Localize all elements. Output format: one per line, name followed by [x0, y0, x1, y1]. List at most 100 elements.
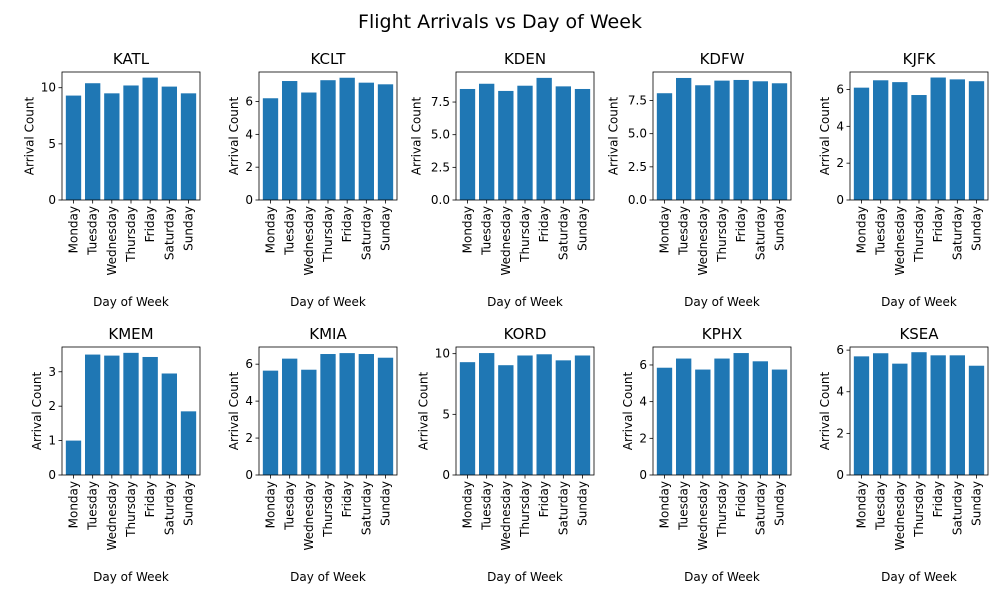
x-tick-label: Wednesday	[302, 481, 316, 550]
axes-frame	[652, 346, 792, 476]
axes-frame	[258, 346, 398, 476]
x-tick-label: Monday	[855, 481, 869, 528]
bar-thursday	[714, 80, 730, 200]
bar-sunday	[180, 411, 197, 475]
y-tick-label: 4	[836, 119, 844, 133]
y-tick-label: 2	[836, 426, 844, 440]
y-tick-label: 0	[245, 193, 253, 207]
x-tick-label: Thursday	[518, 481, 532, 538]
y-tick-label: 0.0	[431, 193, 450, 207]
bar-sunday	[377, 357, 394, 475]
bar-monday	[262, 370, 279, 475]
y-tick-label: 4	[245, 394, 253, 408]
x-tick-label: Friday	[537, 481, 551, 517]
subplot-title: KATL	[113, 50, 150, 68]
y-axis-label: Arrival Count	[30, 371, 44, 450]
x-tick-label: Friday	[537, 206, 551, 242]
subplot-title: KSEA	[899, 325, 939, 343]
y-tick-label: 7.5	[628, 94, 647, 108]
x-tick-label: Tuesday	[480, 206, 494, 256]
x-tick-label: Friday	[931, 206, 945, 242]
bar-thursday	[320, 354, 336, 475]
x-tick-label: Thursday	[124, 206, 138, 263]
bar-friday	[930, 355, 946, 475]
x-tick-label: Wednesday	[105, 481, 119, 550]
bar-tuesday	[85, 354, 101, 475]
x-tick-label: Tuesday	[283, 206, 297, 256]
y-tick-label: 6	[245, 95, 253, 109]
subplot-title: KJFK	[903, 50, 937, 68]
y-tick-label: 2	[48, 399, 56, 413]
bar-sunday	[574, 355, 591, 475]
x-tick-label: Wednesday	[105, 206, 119, 275]
x-tick-label: Saturday	[359, 206, 373, 260]
y-tick-label: 0	[245, 468, 253, 482]
bar-friday	[339, 77, 355, 200]
y-tick-label: 4	[836, 385, 844, 399]
subplot-kord: KORD Monday Tuesday Wednesday Thursday Friday…	[417, 325, 595, 584]
y-tick-label: 10	[435, 347, 450, 361]
x-tick-label: Thursday	[912, 206, 926, 263]
bar-saturday	[949, 79, 965, 200]
axes-frame	[61, 71, 201, 201]
subplot-kjfk: KJFK Monday Tuesday Wednesday Thursday Friday…	[818, 50, 989, 309]
x-tick-label: Sunday	[576, 206, 590, 251]
x-tick-label: Saturday	[950, 206, 964, 260]
x-tick-label: Wednesday	[696, 481, 710, 550]
bar-saturday	[752, 361, 768, 475]
x-tick-label: Sunday	[379, 206, 393, 251]
bar-thursday	[714, 358, 730, 475]
x-tick-label: Sunday	[379, 481, 393, 526]
y-tick-label: 2.5	[628, 160, 647, 174]
x-tick-label: Monday	[461, 481, 475, 528]
bar-thursday	[517, 355, 533, 475]
bar-wednesday	[695, 85, 711, 200]
x-tick-label: Monday	[855, 206, 869, 253]
bar-sunday	[574, 88, 591, 200]
subplot-katl: KATL Monday Tuesday Wednesday Thursday Friday…	[23, 50, 201, 309]
bar-sunday	[771, 369, 788, 475]
x-tick-label: Sunday	[576, 481, 590, 526]
x-tick-label: Saturday	[162, 481, 176, 535]
x-tick-label: Sunday	[182, 206, 196, 251]
bar-tuesday	[873, 353, 889, 475]
x-tick-label: Saturday	[162, 206, 176, 260]
y-tick-label: 0	[639, 468, 647, 482]
x-tick-label: Monday	[461, 206, 475, 253]
axes-frame	[61, 346, 201, 476]
bar-thursday	[123, 85, 139, 200]
subplot-title: KDEN	[504, 50, 546, 68]
y-tick-label: 6	[836, 82, 844, 96]
x-axis-label: Day of Week	[93, 295, 169, 309]
bar-saturday	[358, 354, 374, 475]
subplot-title: KMIA	[309, 325, 347, 343]
x-tick-label: Tuesday	[677, 206, 691, 256]
bar-monday	[65, 95, 82, 200]
axes-frame	[258, 71, 398, 201]
y-tick-label: 6	[639, 358, 647, 372]
y-axis-label: Arrival Count	[606, 96, 620, 175]
x-tick-label: Tuesday	[480, 481, 494, 531]
bar-wednesday	[104, 355, 120, 475]
x-axis-label: Day of Week	[93, 570, 169, 584]
subplot-ksea: KSEA Monday Tuesday Wednesday Thursday Friday…	[818, 325, 989, 584]
x-tick-label: Sunday	[182, 481, 196, 526]
x-tick-label: Saturday	[359, 481, 373, 535]
x-tick-label: Thursday	[715, 206, 729, 263]
bar-wednesday	[892, 363, 908, 475]
y-axis-label: Arrival Count	[621, 371, 635, 450]
subplot-title: KPHX	[702, 325, 742, 343]
bar-monday	[853, 356, 870, 475]
x-tick-label: Wednesday	[499, 206, 513, 275]
bar-wednesday	[498, 365, 514, 475]
subplots-grid: KATL Monday Tuesday Wednesday Thursday Friday…	[23, 50, 989, 584]
x-axis-label: Day of Week	[290, 295, 366, 309]
x-axis-label: Day of Week	[487, 570, 563, 584]
bar-tuesday	[282, 81, 298, 200]
axes-frame	[849, 346, 989, 476]
y-tick-label: 0	[442, 468, 450, 482]
subplot-title: KCLT	[311, 50, 347, 68]
bar-friday	[733, 79, 749, 200]
x-axis-label: Day of Week	[881, 570, 957, 584]
subplot-kclt: KCLT Monday Tuesday Wednesday Thursday Friday…	[227, 50, 398, 309]
